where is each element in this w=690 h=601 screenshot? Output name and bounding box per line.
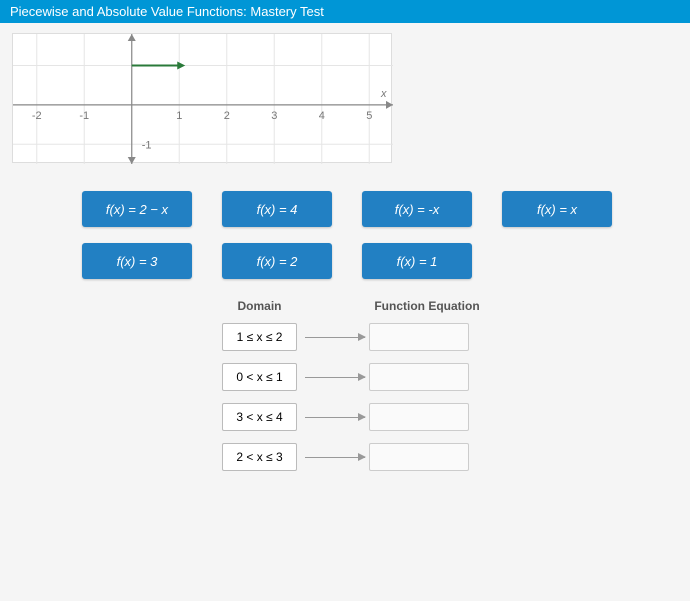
match-row-4: 2 < x ≤ 3 [212, 443, 678, 471]
svg-text:-1: -1 [79, 110, 89, 122]
match-headers: Domain Function Equation [212, 299, 678, 313]
domain-header: Domain [212, 299, 307, 313]
drop-target-4[interactable] [369, 443, 469, 471]
tile-3[interactable]: f(x) = 3 [82, 243, 192, 279]
tile-2[interactable]: f(x) = 2 [222, 243, 332, 279]
domain-box-3: 3 < x ≤ 4 [222, 403, 297, 431]
svg-text:4: 4 [319, 110, 325, 122]
domain-box-4: 2 < x ≤ 3 [222, 443, 297, 471]
tiles-row-2: f(x) = 3 f(x) = 2 f(x) = 1 [82, 243, 678, 279]
svg-text:1: 1 [176, 110, 182, 122]
tile-2-minus-x[interactable]: f(x) = 2 − x [82, 191, 192, 227]
match-area: Domain Function Equation 1 ≤ x ≤ 2 0 < x… [212, 299, 678, 471]
match-row-1: 1 ≤ x ≤ 2 [212, 323, 678, 351]
drop-target-2[interactable] [369, 363, 469, 391]
piecewise-chart: -2 -1 1 2 3 4 5 -1 x [12, 33, 392, 163]
svg-text:3: 3 [271, 110, 277, 122]
arrow-icon [305, 417, 365, 418]
domain-box-1: 1 ≤ x ≤ 2 [222, 323, 297, 351]
svg-text:x: x [380, 88, 387, 100]
tile-1[interactable]: f(x) = 1 [362, 243, 472, 279]
arrow-icon [305, 457, 365, 458]
svg-text:-2: -2 [32, 110, 42, 122]
tile-neg-x[interactable]: f(x) = -x [362, 191, 472, 227]
arrow-icon [305, 377, 365, 378]
match-row-3: 3 < x ≤ 4 [212, 403, 678, 431]
page-header: Piecewise and Absolute Value Functions: … [0, 0, 690, 23]
content-area: -2 -1 1 2 3 4 5 -1 x f(x) = 2 − x f(x) = 4 f(x) … [0, 23, 690, 493]
match-row-2: 0 < x ≤ 1 [212, 363, 678, 391]
tile-x[interactable]: f(x) = x [502, 191, 612, 227]
drop-target-1[interactable] [369, 323, 469, 351]
svg-text:2: 2 [224, 110, 230, 122]
domain-box-2: 0 < x ≤ 1 [222, 363, 297, 391]
function-header: Function Equation [367, 299, 487, 313]
svg-text:5: 5 [366, 110, 372, 122]
svg-text:-1: -1 [142, 139, 152, 151]
tile-4[interactable]: f(x) = 4 [222, 191, 332, 227]
tiles-row-1: f(x) = 2 − x f(x) = 4 f(x) = -x f(x) = x [82, 191, 678, 227]
header-title: Piecewise and Absolute Value Functions: … [10, 4, 324, 19]
drop-target-3[interactable] [369, 403, 469, 431]
arrow-icon [305, 337, 365, 338]
